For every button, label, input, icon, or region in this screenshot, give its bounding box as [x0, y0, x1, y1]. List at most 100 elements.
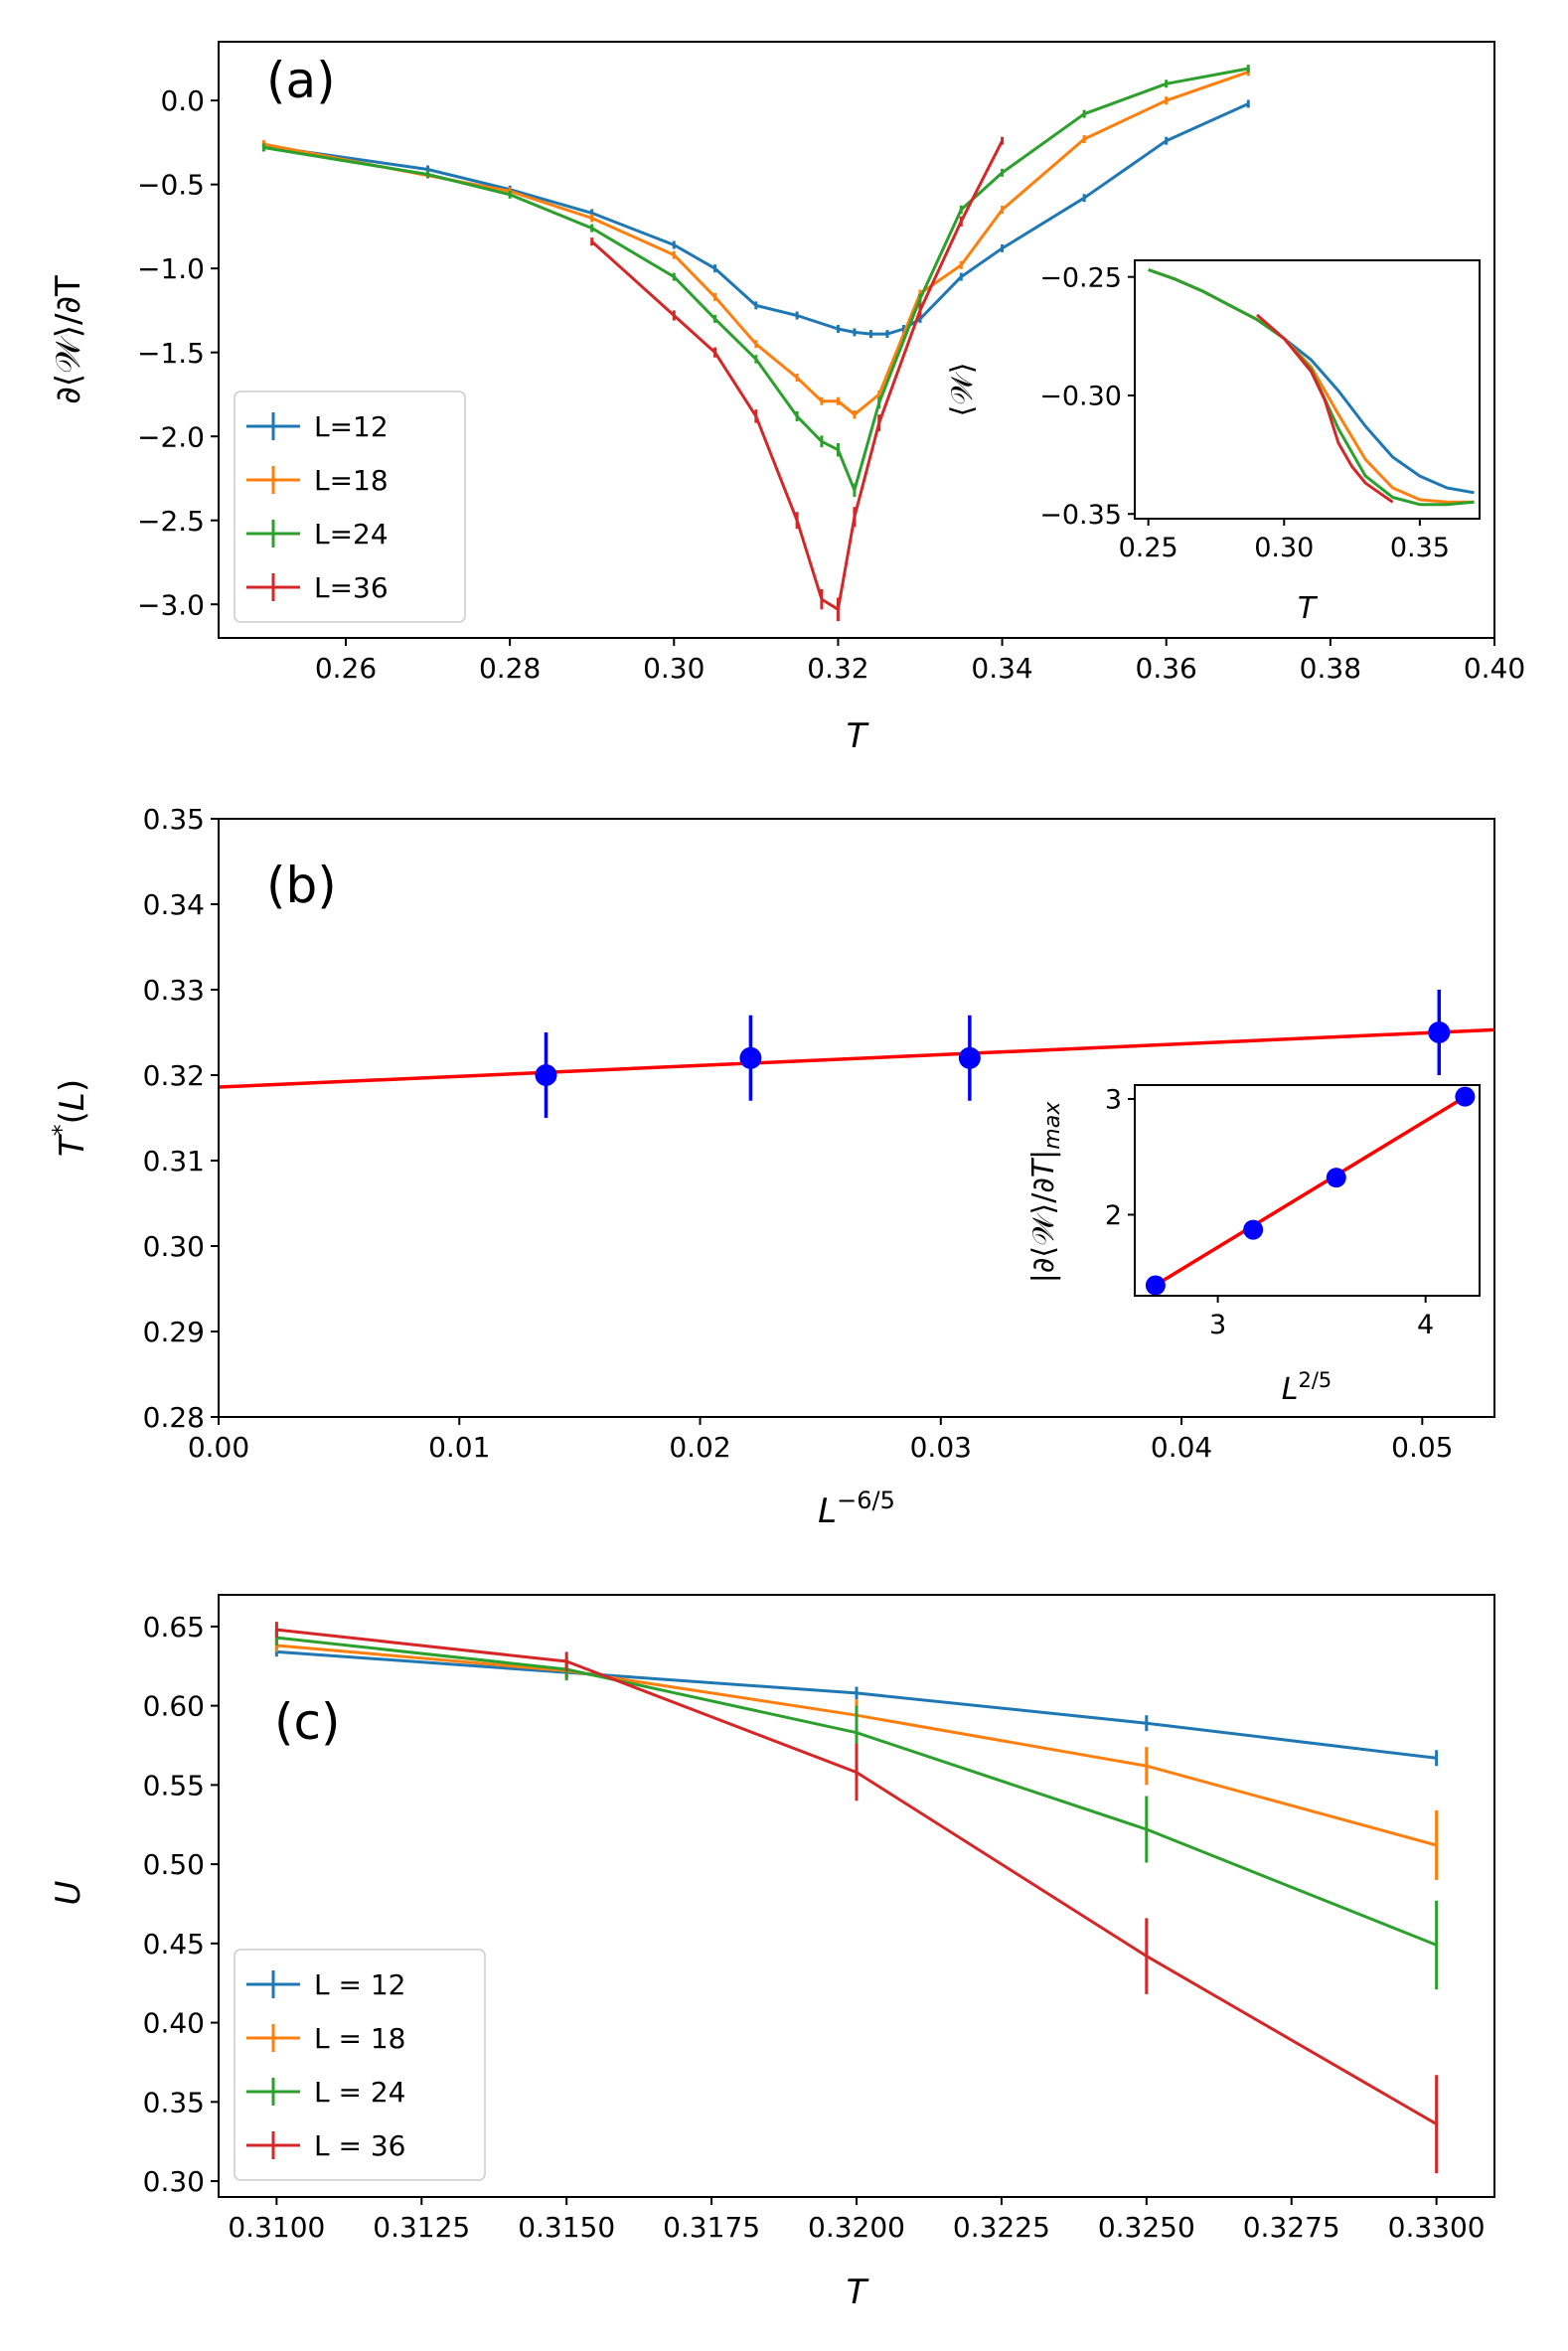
- panel-b-ytick-label: 0.33: [143, 974, 205, 1007]
- panel-c-legend-box: [234, 1949, 486, 2181]
- panel-b-ytick-label: 0.29: [143, 1316, 205, 1348]
- panel-b-xlabel: L−6/5: [818, 1487, 895, 1531]
- panel-c-xtick-label: 0.3275: [1243, 2211, 1340, 2244]
- panel-c-ytick-label: 0.65: [143, 1611, 205, 1644]
- panel-b-ytick-label: 0.30: [143, 1230, 205, 1263]
- panel-b-inset-ytick-label: 3: [1105, 1085, 1122, 1116]
- panel-c-xtick-label: 0.3200: [808, 2211, 905, 2244]
- panel-c-xtick-label: 0.3125: [373, 2211, 470, 2244]
- panel-c-xlabel: T: [847, 2273, 869, 2312]
- panel-a-ylabel: ∂⟨𝒲⟩/∂T: [49, 275, 88, 404]
- panel-a-inset-ytick-label: −0.35: [1039, 500, 1122, 531]
- panel-b-xtick-label: 0.04: [1151, 1431, 1212, 1464]
- panel-a-legend: L=12 L=18 L=24 L=36: [234, 391, 466, 623]
- panel-c-ytick-label: 0.35: [143, 2086, 205, 2118]
- panel-c-ytick-label: 0.55: [143, 1769, 205, 1802]
- panel-a-ytick-label: −1.5: [137, 337, 205, 370]
- panel-a-inset-plot: [1148, 268, 1475, 507]
- panel-a-inset-xlabel: T: [1298, 591, 1319, 626]
- panel-a-inset-series-line: [1256, 313, 1394, 504]
- panel-a-inset-xtick-label: 0.25: [1119, 533, 1178, 563]
- panel-a-xtick-label: 0.32: [807, 652, 868, 685]
- panel-c-ytick-label: 0.45: [143, 1928, 205, 1960]
- panel-c-legend: L = 12 L = 18 L = 24 L = 36: [234, 1949, 486, 2181]
- panel-b-ticks: 0.00 0.01 0.02 0.03 0.04 0.05 0.28 0.29 0.30 0.31…: [143, 803, 1454, 1464]
- panel-c-tag: (c): [274, 1693, 341, 1751]
- panel-b-inset-frame: [1134, 1084, 1481, 1297]
- panel-b-inset-data-point: [1326, 1168, 1346, 1188]
- panel-a-xtick-label: 0.36: [1136, 652, 1197, 685]
- panel-b-data-point: [535, 1064, 557, 1086]
- panel-c-xtick-label: 0.3175: [663, 2211, 760, 2244]
- panel-c-legend-label: L = 36: [314, 2129, 406, 2162]
- panel-c-ytick-label: 0.30: [143, 2165, 205, 2198]
- panel-b-plot: [218, 990, 1495, 1118]
- panel-b-xtick-label: 0.05: [1391, 1431, 1453, 1464]
- panel-a-series-line: [590, 140, 1004, 611]
- panel-a-plot: [261, 65, 1250, 622]
- panel-a-ytick-label: −0.5: [137, 169, 205, 202]
- panel-b-ytick-label: 0.31: [143, 1145, 205, 1177]
- panel-a-xtick-label: 0.26: [315, 652, 377, 685]
- panel-b-data-point: [958, 1046, 981, 1069]
- panel-a-legend-label: L=12: [314, 410, 389, 443]
- panel-b-inset-fit-line: [1150, 1092, 1471, 1290]
- panel-c-ylabel: U: [49, 1880, 88, 1905]
- panel-a-tag: (a): [266, 52, 336, 109]
- panel-c-xtick-label: 0.3300: [1388, 2211, 1486, 2244]
- panel-a-legend-box: [234, 391, 466, 623]
- panel-c-ytick-label: 0.60: [143, 1690, 205, 1723]
- panel-c-xtick-label: 0.3225: [953, 2211, 1050, 2244]
- panel-a-ytick-label: −3.0: [137, 588, 205, 621]
- panel-a: 0.26 0.28 0.30 0.32 0.34 0.36 0.38 0.40 0.0 −0.5 −…: [49, 41, 1525, 756]
- panel-b-inset-plot: [1145, 1086, 1476, 1296]
- panel-a-xtick-label: 0.38: [1300, 652, 1361, 685]
- panel-c-xtick-label: 0.3100: [228, 2211, 325, 2244]
- panel-c-legend-label: L = 18: [314, 2022, 406, 2055]
- panel-c-legend-label: L = 12: [314, 1968, 406, 2001]
- panel-b-inset-background: [1135, 1085, 1480, 1296]
- panel-b-inset-ytick-label: 2: [1105, 1200, 1122, 1231]
- panel-b-xtick-label: 0.00: [188, 1431, 249, 1464]
- panel-b-ytick-label: 0.28: [143, 1401, 205, 1434]
- panel-a-xlabel: T: [847, 716, 869, 756]
- panel-c-ticks: 0.3100 0.3125 0.3150 0.3175 0.3200 0.3225 0.32…: [143, 1611, 1486, 2244]
- panel-c-xtick-label: 0.3250: [1098, 2211, 1195, 2244]
- panel-b-inset-xlabel: L2/5: [1282, 1368, 1333, 1407]
- panel-a-ticks: 0.26 0.28 0.30 0.32 0.34 0.36 0.38 0.40 0.0 −0.5 −…: [137, 84, 1525, 685]
- panel-b-ylabel: T*(L): [48, 1079, 92, 1157]
- panel-b-xtick-label: 0.03: [910, 1431, 972, 1464]
- panel-a-inset-ticks: 0.25 0.30 0.35 −0.25 −0.30 −0.35: [1039, 262, 1450, 563]
- panel-a-ytick-label: −2.0: [137, 420, 205, 453]
- panel-b-inset-ylabel: |∂⟨𝒲⟩/∂T|max: [1026, 1101, 1065, 1283]
- panel-b-frame: [218, 818, 1495, 1418]
- panel-a-inset-ytick-label: −0.25: [1039, 262, 1122, 293]
- panel-b-inset-ticks: 3 4 2 3: [1105, 1085, 1434, 1340]
- panel-c-ytick-label: 0.40: [143, 2007, 205, 2040]
- panel-a-inset-xtick-label: 0.30: [1254, 533, 1314, 563]
- panel-b-inset-xtick-label: 4: [1417, 1310, 1434, 1340]
- panel-a-inset-xtick-label: 0.35: [1390, 533, 1450, 563]
- panel-b-ytick-label: 0.32: [143, 1059, 205, 1092]
- panel-b: 0.00 0.01 0.02 0.03 0.04 0.05 0.28 0.29 0.30 0.31…: [48, 803, 1495, 1531]
- panel-b-xtick-label: 0.01: [428, 1431, 490, 1464]
- panel-c-ytick-label: 0.50: [143, 1848, 205, 1881]
- panel-a-inset-series-line: [1148, 268, 1475, 507]
- panel-a-xtick-label: 0.28: [479, 652, 541, 685]
- panel-a-ytick-label: 0.0: [160, 84, 205, 117]
- panel-b-xtick-label: 0.02: [669, 1431, 730, 1464]
- panel-b-data-point: [1428, 1021, 1451, 1043]
- panel-c: 0.3100 0.3125 0.3150 0.3175 0.3200 0.3225 0.32…: [49, 1594, 1495, 2312]
- panel-a-inset-ylabel: ⟨𝒲⟩: [945, 363, 980, 417]
- panel-a-legend-label: L=36: [314, 571, 389, 604]
- panel-a-legend-label: L=18: [314, 464, 389, 497]
- panel-a-series-line: [263, 67, 1249, 492]
- panel-b-inset-data-point: [1455, 1086, 1476, 1107]
- panel-b-inset-xtick-label: 3: [1209, 1310, 1226, 1340]
- panel-b-ytick-label: 0.35: [143, 803, 205, 836]
- panel-a-ytick-label: −2.5: [137, 505, 205, 538]
- panel-c-xtick-label: 0.3150: [518, 2211, 615, 2244]
- panel-a-xtick-label: 0.34: [971, 652, 1032, 685]
- panel-b-tag: (b): [266, 857, 337, 914]
